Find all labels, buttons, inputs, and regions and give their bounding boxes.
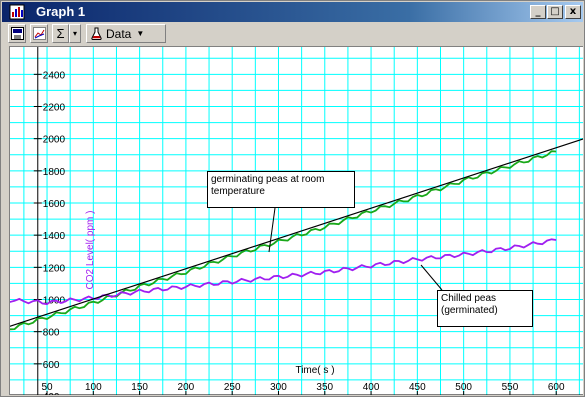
series-layer xyxy=(10,138,583,331)
y-tick-label: 1200 xyxy=(43,263,66,274)
axes xyxy=(10,47,583,395)
graph-options-icon xyxy=(32,27,46,40)
tick-labels: 4006008001000120014001600180020002200240… xyxy=(41,70,565,395)
x-tick-label: 500 xyxy=(455,382,472,393)
co2-chart[interactable]: 4006008001000120014001600180020002200240… xyxy=(10,47,583,395)
statistics-dropdown-button[interactable]: ▾ xyxy=(69,24,81,43)
x-tick-label: 50 xyxy=(41,382,53,393)
graph-toolbar: Σ ▾ Data ▼ xyxy=(2,22,583,45)
y-tick-label: 2200 xyxy=(43,103,66,114)
annotation-chilled-peas[interactable]: Chilled peas (germinated) xyxy=(437,290,533,327)
title-bar[interactable]: Graph 1 _ □ x xyxy=(2,2,583,22)
y-tick-label: 1600 xyxy=(43,199,66,210)
y-tick-label: 2000 xyxy=(43,135,66,146)
minimize-button[interactable]: _ xyxy=(530,5,546,19)
graph-window-icon[interactable] xyxy=(9,4,25,20)
fit-line xyxy=(10,138,583,327)
x-tick-label: 450 xyxy=(409,382,426,393)
y-tick-label: 800 xyxy=(43,328,60,339)
y-tick-label: 400 xyxy=(43,392,60,395)
y-axis-label: CO2 Level( ppm ) xyxy=(85,211,96,290)
close-button[interactable]: x xyxy=(565,5,581,19)
data-menu-label: Data xyxy=(106,26,132,41)
x-tick-label: 300 xyxy=(270,382,287,393)
annotation-room-temperature[interactable]: germinating peas at room temperature xyxy=(207,171,355,208)
maximize-button[interactable]: □ xyxy=(547,5,563,19)
save-graph-button[interactable] xyxy=(8,24,26,43)
x-tick-label: 400 xyxy=(363,382,380,393)
y-tick-label: 600 xyxy=(43,360,60,371)
graph-plot-area[interactable]: 4006008001000120014001600180020002200240… xyxy=(9,46,583,395)
x-tick-label: 200 xyxy=(178,382,195,393)
x-tick-label: 600 xyxy=(548,382,565,393)
graph-options-button[interactable] xyxy=(30,24,48,43)
connector-room-temperature xyxy=(268,207,276,253)
data-flask-icon xyxy=(91,27,102,40)
dropdown-arrow-icon: ▾ xyxy=(72,29,77,38)
x-axis-label: Time( s ) xyxy=(295,365,334,376)
connector-chilled-peas xyxy=(420,264,443,291)
x-tick-label: 550 xyxy=(502,382,519,393)
x-tick-label: 100 xyxy=(85,382,102,393)
x-tick-label: 350 xyxy=(316,382,333,393)
x-tick-label: 250 xyxy=(224,382,241,393)
y-tick-label: 1400 xyxy=(43,231,66,242)
data-dropdown-arrow-icon: ▼ xyxy=(136,29,145,38)
sigma-icon: Σ xyxy=(56,26,65,41)
y-tick-label: 1800 xyxy=(43,167,66,178)
annotation-connectors xyxy=(268,207,443,291)
statistics-button[interactable]: Σ xyxy=(52,24,69,43)
data-menu-button[interactable]: Data ▼ xyxy=(86,24,166,43)
window-title: Graph 1 xyxy=(36,4,86,19)
y-tick-label: 2400 xyxy=(43,70,66,81)
x-tick-label: 150 xyxy=(131,382,148,393)
series-room-temperature xyxy=(10,150,557,331)
save-graph-icon xyxy=(10,27,24,40)
